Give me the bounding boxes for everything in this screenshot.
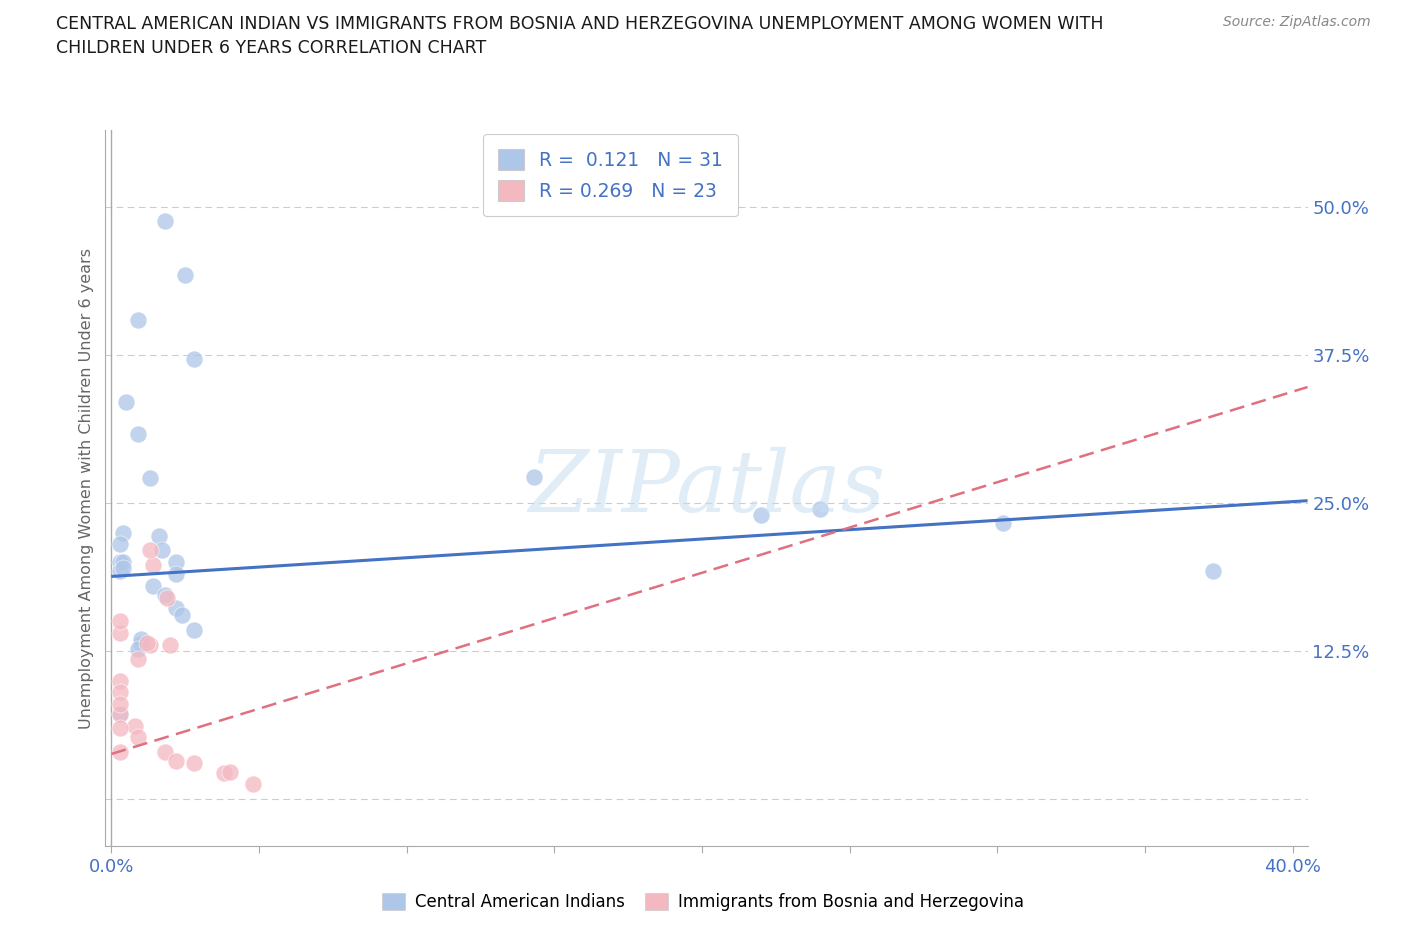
Legend: R =  0.121   N = 31, R = 0.269   N = 23: R = 0.121 N = 31, R = 0.269 N = 23 (482, 134, 738, 217)
Point (127, 641, 149, 656)
Text: Source: ZipAtlas.com: Source: ZipAtlas.com (1223, 15, 1371, 29)
Point (150, 543, 173, 558)
Point (112, 525, 135, 540)
Point (142, 578, 165, 593)
Point (110, 685, 132, 700)
Text: CHILDREN UNDER 6 YEARS CORRELATION CHART: CHILDREN UNDER 6 YEARS CORRELATION CHART (56, 39, 486, 57)
Point (110, 626, 132, 641)
Point (112, 555, 135, 570)
Point (218, 764, 240, 779)
Legend: Central American Indians, Immigrants from Bosnia and Herzegovina: Central American Indians, Immigrants fro… (375, 886, 1031, 918)
Point (127, 427, 149, 442)
Point (183, 756, 205, 771)
Point (110, 614, 132, 629)
Point (165, 566, 187, 581)
Point (135, 635, 157, 650)
Point (993, 516, 1015, 531)
Point (139, 543, 162, 558)
Point (110, 697, 132, 711)
Point (110, 706, 132, 721)
Point (110, 721, 132, 736)
Point (110, 563, 132, 578)
Point (242, 777, 264, 791)
Y-axis label: Unemployment Among Women with Children Under 6 years: Unemployment Among Women with Children U… (79, 247, 94, 729)
Text: CENTRAL AMERICAN INDIAN VS IMMIGRANTS FROM BOSNIA AND HERZEGOVINA UNEMPLOYMENT A: CENTRAL AMERICAN INDIAN VS IMMIGRANTS FR… (56, 15, 1104, 33)
Point (129, 631, 152, 646)
Point (165, 753, 187, 768)
Point (110, 555, 132, 570)
Point (110, 537, 132, 551)
Point (139, 471, 162, 485)
Point (139, 638, 162, 653)
Point (183, 352, 205, 366)
Point (115, 395, 138, 410)
Point (110, 673, 132, 688)
Point (153, 744, 176, 759)
Point (523, 470, 546, 485)
Point (174, 267, 197, 282)
Point (1202, 563, 1225, 578)
Point (127, 652, 149, 667)
Point (212, 765, 235, 780)
Point (808, 501, 831, 516)
Point (148, 529, 170, 544)
Point (172, 608, 194, 623)
Point (112, 561, 135, 576)
Point (153, 588, 176, 603)
Point (156, 591, 179, 605)
Point (165, 555, 187, 570)
Point (110, 744, 132, 759)
Point (129, 636, 152, 651)
Point (749, 508, 772, 523)
Point (153, 214, 176, 229)
Point (124, 718, 146, 733)
Point (127, 312, 149, 327)
Point (183, 622, 205, 637)
Point (127, 730, 149, 745)
Point (142, 557, 165, 572)
Point (165, 601, 187, 616)
Point (110, 706, 132, 721)
Text: ZIPatlas: ZIPatlas (527, 447, 886, 529)
Point (159, 638, 181, 653)
